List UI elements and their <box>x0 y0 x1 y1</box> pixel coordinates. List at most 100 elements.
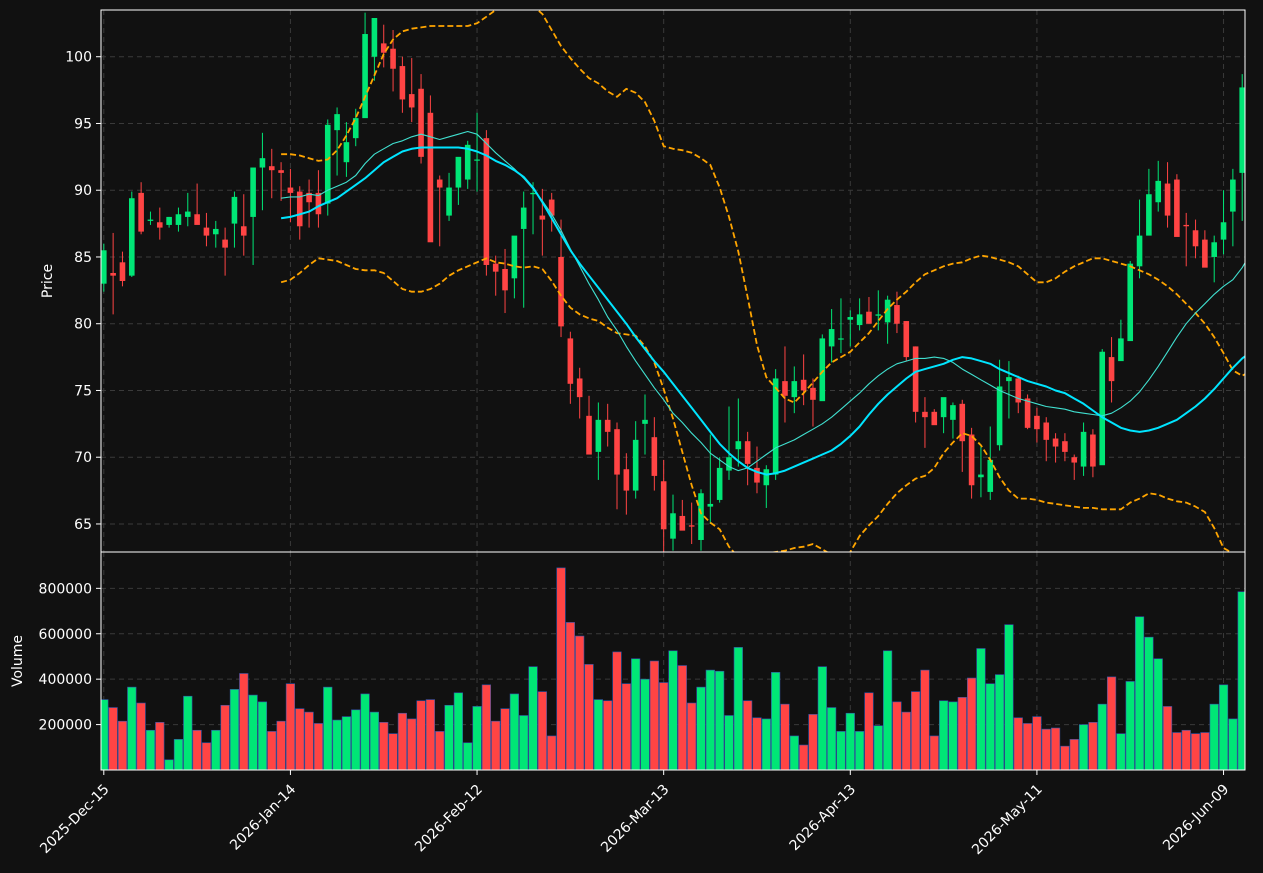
candle-body <box>1239 87 1245 173</box>
volume-bar <box>649 660 659 770</box>
price-ytick-label: 75 <box>74 383 92 399</box>
candle-body <box>250 167 256 217</box>
candle-body <box>642 419 648 424</box>
volume-bar <box>827 707 837 770</box>
candle-body <box>744 441 751 464</box>
volume-bar <box>836 731 846 770</box>
volume-bar <box>677 665 687 770</box>
volume-bar <box>976 648 986 770</box>
candle-body <box>707 503 714 507</box>
volume-bar <box>1153 658 1163 770</box>
volume-bar <box>537 691 547 770</box>
price-ytick-label: 85 <box>74 250 92 266</box>
candle-body <box>520 207 527 229</box>
volume-ytick-label: 600000 <box>39 627 92 643</box>
candle-body <box>763 469 770 486</box>
candle-body <box>324 124 331 204</box>
candle-body <box>390 48 396 69</box>
candle-body <box>623 469 630 491</box>
candle-body <box>147 219 154 221</box>
volume-bar <box>145 729 156 770</box>
price-plot-area <box>101 10 1245 552</box>
volume-bar <box>1022 723 1033 770</box>
candle-body <box>212 228 219 235</box>
candle-body <box>819 338 826 402</box>
candle-body <box>1108 357 1115 382</box>
candle-body <box>502 268 508 291</box>
volume-bar <box>1181 729 1191 770</box>
candle-body <box>343 142 350 163</box>
volume-bar <box>453 692 463 770</box>
volume-bar <box>1200 732 1210 770</box>
volume-bar <box>1134 616 1145 770</box>
volume-bar <box>201 742 212 770</box>
candle-body <box>418 88 424 157</box>
volume-bar <box>173 739 184 770</box>
candle-body <box>539 215 546 220</box>
moving-average-slow-line <box>280 146 1245 476</box>
candle-body <box>194 214 200 225</box>
volume-bar <box>705 669 715 770</box>
candle-body <box>791 381 798 398</box>
candle-body <box>1164 183 1171 216</box>
candle-body <box>632 439 639 491</box>
volume-bar <box>640 678 650 770</box>
candle-body <box>1062 441 1068 452</box>
volume-bar <box>743 700 753 770</box>
volume-bar <box>1125 681 1135 770</box>
volume-bar <box>929 735 939 770</box>
candle-body <box>530 192 536 195</box>
volume-bar <box>556 567 566 770</box>
bollinger-upper-line <box>281 10 1245 404</box>
candle-body <box>1136 235 1143 267</box>
volume-bar <box>1004 624 1014 770</box>
candle-body <box>138 192 144 232</box>
candle-body <box>1015 378 1022 403</box>
price-ytick-label: 80 <box>74 317 92 333</box>
price-ytick-label: 65 <box>74 517 92 533</box>
volume-bar <box>1050 727 1061 770</box>
volume-bar <box>472 706 482 770</box>
volume-ytick-label: 400000 <box>39 672 92 688</box>
volume-bar <box>967 677 977 770</box>
volume-bar <box>416 700 426 770</box>
volume-bar <box>593 699 603 770</box>
candle-body <box>474 159 480 161</box>
candle-body <box>1230 179 1236 212</box>
volume-bar <box>229 689 240 770</box>
candle-body <box>567 338 574 384</box>
candle-body <box>156 222 163 228</box>
candle-body <box>800 379 807 391</box>
candle-body <box>548 199 555 216</box>
price-ytick-label: 70 <box>74 450 92 466</box>
volume-bar <box>621 683 631 770</box>
candle-body <box>166 216 172 225</box>
volume-bar <box>101 699 109 770</box>
volume-bar <box>323 686 333 770</box>
candle-body <box>1099 351 1106 466</box>
candle-body <box>1043 422 1050 440</box>
candle-body <box>660 481 667 530</box>
volume-bar <box>761 718 771 770</box>
candle-body <box>296 191 303 227</box>
candle-body <box>1024 398 1031 428</box>
volume-bar <box>295 708 305 770</box>
volume-bar <box>733 647 743 770</box>
axes <box>96 9 1246 775</box>
volume-bar <box>444 704 454 770</box>
volume-bar <box>528 666 538 770</box>
candle-body <box>334 114 340 131</box>
candle-body <box>754 467 760 483</box>
candle-body <box>558 256 564 327</box>
volume-bar <box>799 744 809 770</box>
volume-bar <box>1209 703 1219 770</box>
volume-bar <box>220 704 230 770</box>
volume-bar <box>911 691 921 770</box>
candle-body <box>1090 434 1096 467</box>
candle-body <box>576 378 583 398</box>
candle-body <box>352 118 359 139</box>
candle-body <box>847 317 854 320</box>
volume-bar <box>117 720 128 770</box>
candle-body <box>968 434 975 486</box>
candle-body <box>726 457 732 471</box>
